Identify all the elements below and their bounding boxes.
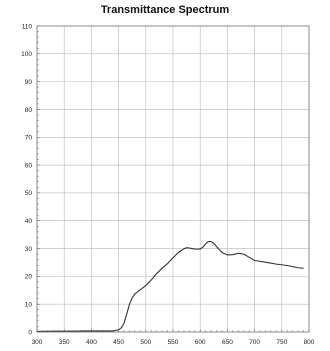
series-line: [36, 241, 304, 332]
y-tick-label: 110: [22, 23, 33, 30]
plot-frame: [36, 25, 310, 333]
y-tick-label: 70: [25, 135, 33, 142]
y-tick-label: 100: [21, 51, 32, 58]
y-tick-label: 10: [25, 301, 33, 308]
grid: [36, 25, 310, 333]
x-tick-label: 800: [304, 339, 315, 346]
y-tick-label: 30: [25, 246, 33, 253]
y-tick-label: 0: [28, 329, 32, 336]
y-tick-label: 80: [25, 107, 33, 114]
chart-title: Transmittance Spectrum: [100, 4, 230, 16]
series-layer: [36, 241, 304, 332]
x-tick-label: 350: [59, 339, 70, 346]
y-tick-label: 60: [25, 162, 33, 169]
x-tick-label: 300: [32, 339, 43, 346]
x-tick-label: 750: [276, 339, 287, 346]
x-tick-label: 500: [140, 339, 151, 346]
y-tick-label: 50: [25, 190, 33, 197]
x-tick-label: 400: [86, 339, 97, 346]
x-tick-label: 650: [222, 339, 233, 346]
x-tick-label: 600: [195, 339, 206, 346]
x-tick-label: 700: [249, 339, 260, 346]
x-tick-label: 550: [168, 339, 179, 346]
y-tick-label: 90: [25, 79, 33, 86]
tick-labels: 300 350 400 450 500 550 600 650 700 750 800 0 10 20 30…: [21, 23, 315, 346]
x-tick-label: 450: [113, 339, 124, 346]
y-tick-label: 40: [25, 218, 33, 225]
y-tick-label: 20: [25, 274, 33, 281]
